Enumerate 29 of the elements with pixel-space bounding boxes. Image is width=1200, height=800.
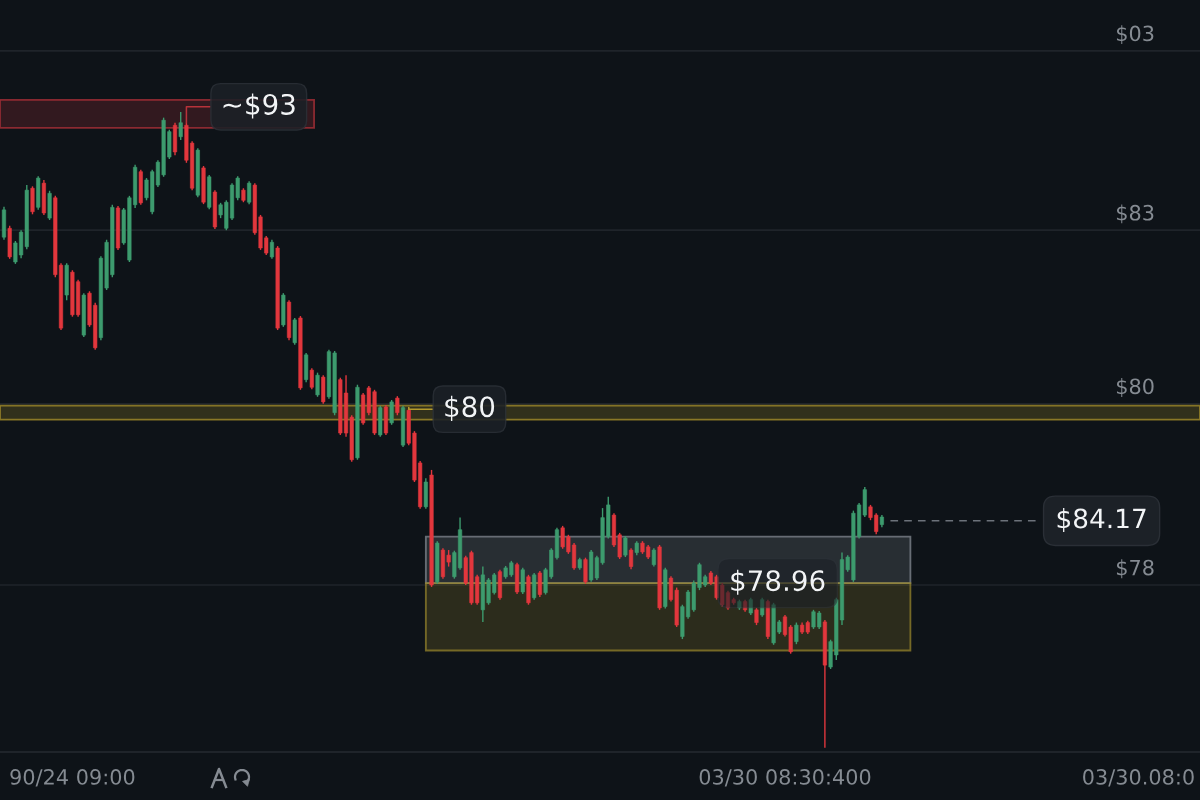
candlestick <box>389 399 394 426</box>
annotation: $84.17 <box>1057 508 1146 532</box>
candlestick <box>269 239 274 260</box>
annotation: $78 <box>1116 559 1154 579</box>
candlestick <box>395 395 400 416</box>
candlestick <box>309 367 314 390</box>
x-tick-label: 03/30.08:0 <box>1083 769 1194 787</box>
annotation: $80 <box>1116 378 1154 397</box>
candlestick <box>583 556 588 585</box>
candlestick <box>520 567 525 595</box>
candlestick <box>532 572 537 601</box>
annotation: $78.96 <box>731 569 825 595</box>
annotation: $83 <box>1116 204 1154 224</box>
candlestick <box>247 180 252 205</box>
candlestick <box>537 570 542 598</box>
candlestick <box>623 535 628 558</box>
x-tick-label: 90/24 09:00 <box>10 769 135 787</box>
candlestick <box>760 597 765 618</box>
candlestick <box>651 547 656 568</box>
x-tick-label: 03/30 08:30:400 <box>699 769 871 787</box>
band-label: $80 <box>445 395 495 421</box>
candlestick <box>30 185 35 215</box>
candlestick <box>629 547 634 570</box>
band-label: ~$93 <box>223 93 295 119</box>
candlestick <box>794 621 799 645</box>
candlestick <box>178 111 183 141</box>
candlestick <box>292 317 297 346</box>
annotation: $03 <box>1116 25 1154 45</box>
candlestick <box>315 371 320 398</box>
